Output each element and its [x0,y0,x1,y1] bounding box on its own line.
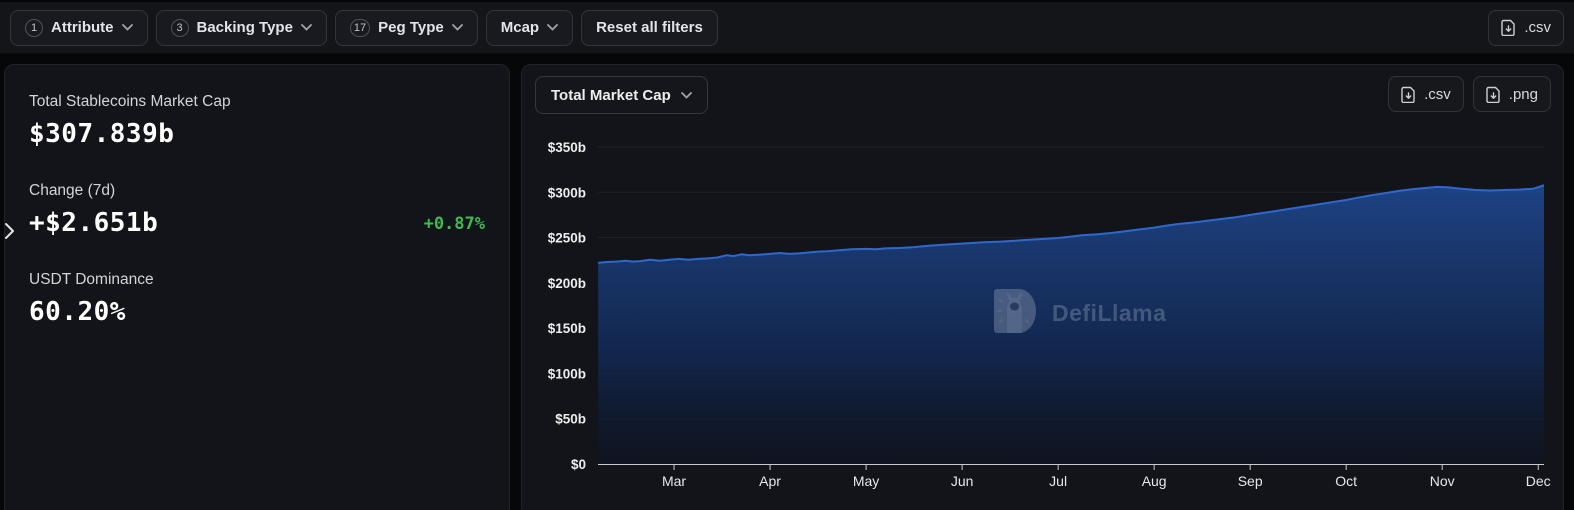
x-axis-tick-label: Apr [759,473,781,489]
filter-mcap-label: Mcap [500,19,540,36]
chart-metric-label: Total Market Cap [551,86,671,104]
total-market-cap-area-chart[interactable]: $0 $50b $100b $150b $200b $250b $300b $350b Mar A… [522,65,1565,510]
filter-mcap-button[interactable]: Mcap [485,9,574,46]
chart-axes [598,464,1544,470]
stat-total-market-cap: Total Stablecoins Market Cap $307.839b [29,93,485,149]
y-axis-tick-label: $250b [548,231,586,246]
x-axis-tick-label: Jun [951,473,974,489]
chart-axis-labels: $0 $50b $100b $150b $200b $250b $300b $350b Mar A… [548,140,1551,489]
stat-label: Change (7d) [29,182,116,199]
file-download-icon [1486,86,1501,103]
y-axis-tick-label: $300b [548,185,586,200]
attribute-count-badge: 1 [25,18,43,37]
area-fill [598,185,1544,464]
x-axis-tick-label: Aug [1142,473,1167,489]
chart-export-png-label: .png [1508,85,1538,103]
x-axis-tick-label: Sep [1238,473,1263,489]
y-axis-tick-label: $350b [548,140,586,155]
chevron-down-icon [547,24,558,31]
x-axis-tick-label: Jul [1049,473,1067,489]
stat-change-7d: Change (7d) +$2.651b +0.87% [29,182,485,238]
filter-attribute-label: Attribute [51,19,114,36]
stat-label: Total Stablecoins Market Cap [29,93,231,110]
stats-panel: Total Stablecoins Market Cap $307.839b C… [4,64,510,510]
chart-panel: Total Market Cap .csv .png [521,64,1564,510]
stat-value: $307.839b [29,119,175,149]
change-percent-badge: +0.87% [423,214,485,234]
x-axis-tick-label: Mar [662,473,686,489]
file-download-icon [1501,19,1516,37]
peg-type-count-badge: 17 [349,18,371,37]
chart-export-png-button[interactable]: .png [1472,76,1551,112]
chart-header: Total Market Cap .csv .png [522,65,1563,125]
filter-peg-type-label: Peg Type [378,19,444,36]
chart-export-buttons: .csv .png [1388,76,1551,112]
chart-export-csv-label: .csv [1424,85,1451,103]
stat-label: USDT Dominance [29,271,154,288]
file-download-icon [1401,86,1416,103]
filter-backing-type-label: Backing Type [196,19,293,36]
panel-expand-chevron-icon[interactable] [2,221,18,241]
filter-backing-type-button[interactable]: 3 Backing Type [155,9,327,46]
export-csv-label: .csv [1524,19,1551,36]
x-axis-tick-label: Oct [1335,473,1357,489]
chevron-down-icon [121,24,133,31]
filter-peg-type-button[interactable]: 17 Peg Type [334,9,478,46]
x-axis-tick-label: Dec [1526,473,1551,489]
chart-metric-selector[interactable]: Total Market Cap [535,76,708,114]
reset-all-filters-label: Reset all filters [596,19,703,36]
chevron-down-icon [680,91,692,99]
chart-export-csv-button[interactable]: .csv [1388,76,1464,112]
stat-value: 60.20% [29,297,126,327]
x-axis-tick-label: May [853,473,879,489]
y-axis-tick-label: $50b [555,412,586,427]
stat-value: +$2.651b [29,208,159,238]
y-axis-tick-label: $0 [571,457,586,472]
stat-usdt-dominance: USDT Dominance 60.20% [29,271,485,327]
export-csv-button-top[interactable]: .csv [1488,9,1564,46]
chevron-down-icon [301,24,312,31]
y-axis-tick-label: $200b [548,276,586,291]
reset-all-filters-button[interactable]: Reset all filters [581,9,718,46]
y-axis-tick-label: $100b [548,366,586,381]
backing-type-count-badge: 3 [170,18,189,37]
series-line [598,184,1545,264]
filter-attribute-button[interactable]: 1 Attribute [10,9,148,46]
filter-bar: 1 Attribute 3 Backing Type 17 Peg Type M… [0,2,1574,54]
y-axis-tick-label: $150b [548,321,586,336]
chevron-down-icon [451,24,463,31]
chart-series [598,184,1545,464]
x-axis-tick-label: Nov [1430,473,1455,489]
